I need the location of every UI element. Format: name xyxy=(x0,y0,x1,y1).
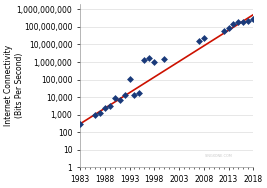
Text: SINGXONE.COM: SINGXONE.COM xyxy=(205,154,233,158)
Y-axis label: Internet Connectivity
(Bits Per Second): Internet Connectivity (Bits Per Second) xyxy=(4,45,23,126)
